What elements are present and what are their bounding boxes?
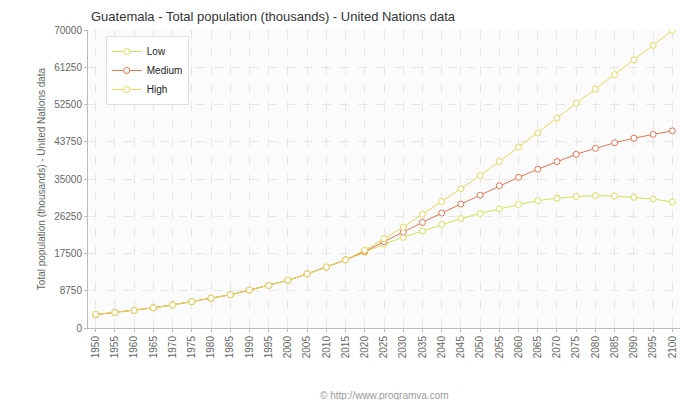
svg-text:2070: 2070 <box>551 336 562 359</box>
svg-text:2090: 2090 <box>628 336 639 359</box>
svg-text:2045: 2045 <box>455 336 466 359</box>
svg-text:1960: 1960 <box>128 336 139 359</box>
svg-text:1965: 1965 <box>148 336 159 359</box>
svg-text:2010: 2010 <box>321 336 332 359</box>
svg-text:Low: Low <box>147 46 166 57</box>
svg-text:17500: 17500 <box>54 248 82 259</box>
svg-text:© http://www.programva.com: © http://www.programva.com <box>320 390 449 400</box>
svg-text:2035: 2035 <box>417 336 428 359</box>
svg-text:2040: 2040 <box>436 336 447 359</box>
svg-text:1985: 1985 <box>224 336 235 359</box>
svg-text:2095: 2095 <box>647 336 658 359</box>
svg-text:2075: 2075 <box>570 336 581 359</box>
svg-text:35000: 35000 <box>54 174 82 185</box>
svg-text:2100: 2100 <box>667 336 678 359</box>
svg-text:2055: 2055 <box>494 336 505 359</box>
svg-text:61250: 61250 <box>54 62 82 73</box>
svg-text:2015: 2015 <box>340 336 351 359</box>
svg-text:2000: 2000 <box>282 336 293 359</box>
svg-text:2030: 2030 <box>397 336 408 359</box>
svg-text:1975: 1975 <box>186 336 197 359</box>
svg-text:2085: 2085 <box>609 336 620 359</box>
svg-text:Total population (thousands) -: Total population (thousands) - United Na… <box>36 67 47 290</box>
svg-text:8750: 8750 <box>60 285 83 296</box>
svg-text:1990: 1990 <box>244 336 255 359</box>
svg-text:2020: 2020 <box>359 336 370 359</box>
svg-text:2060: 2060 <box>513 336 524 359</box>
svg-text:2065: 2065 <box>532 336 543 359</box>
svg-text:2025: 2025 <box>378 336 389 359</box>
svg-text:70000: 70000 <box>54 25 82 36</box>
svg-text:1980: 1980 <box>205 336 216 359</box>
svg-text:0: 0 <box>76 323 82 334</box>
svg-text:52500: 52500 <box>54 99 82 110</box>
svg-text:26250: 26250 <box>54 211 82 222</box>
svg-text:Guatemala - Total population (: Guatemala - Total population (thousands)… <box>91 9 456 24</box>
svg-text:1970: 1970 <box>167 336 178 359</box>
svg-text:2080: 2080 <box>590 336 601 359</box>
svg-text:1995: 1995 <box>263 336 274 359</box>
svg-text:Medium: Medium <box>147 65 183 76</box>
svg-text:High: High <box>147 84 168 95</box>
svg-text:2050: 2050 <box>474 336 485 359</box>
svg-text:2005: 2005 <box>301 336 312 359</box>
svg-text:43750: 43750 <box>54 136 82 147</box>
svg-text:1950: 1950 <box>90 336 101 359</box>
svg-text:1955: 1955 <box>109 336 120 359</box>
